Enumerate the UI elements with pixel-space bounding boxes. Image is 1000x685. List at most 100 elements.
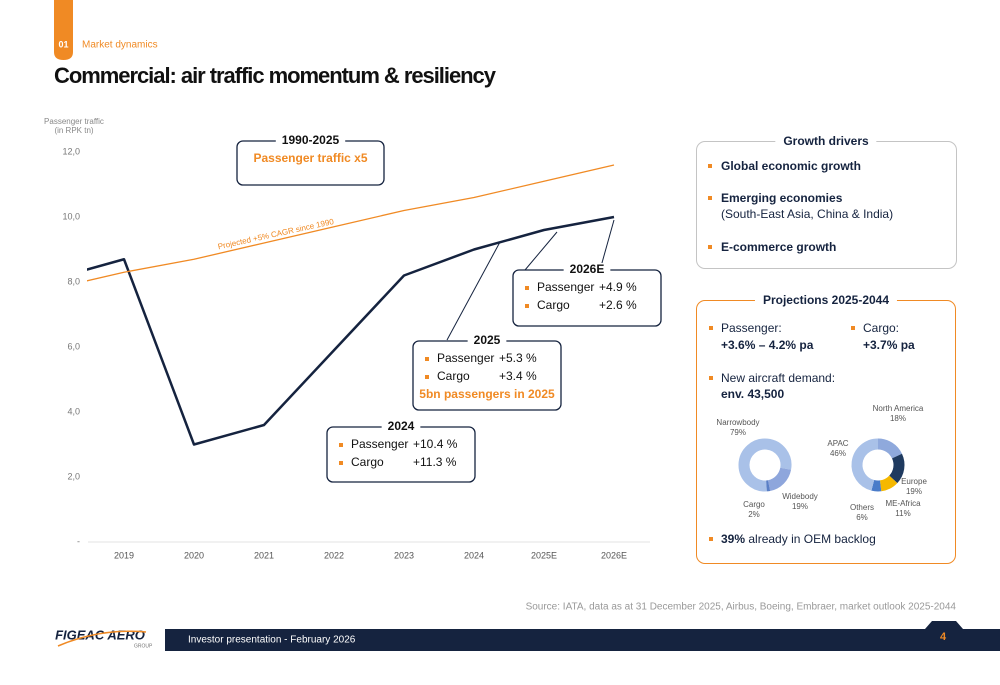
donut-value: 19% — [906, 487, 922, 496]
y-tick-label: - — [77, 536, 80, 546]
callout-title-bg — [563, 263, 611, 277]
callout-value: +10.4 % — [413, 437, 458, 451]
footer-text: Investor presentation - February 2026 — [188, 635, 356, 646]
bullet — [708, 196, 712, 200]
callout-label: Passenger — [437, 351, 494, 365]
donut-label: ME-Africa — [885, 499, 921, 508]
backlog: 39% already in OEM backlog — [721, 532, 876, 546]
callout-label: Passenger — [351, 437, 408, 451]
plot — [87, 164, 615, 446]
y-tick-label: 10,0 — [62, 211, 80, 221]
donut-label: APAC — [827, 439, 848, 448]
section-number: 01 — [58, 39, 68, 49]
pointer — [599, 219, 615, 271]
projections-title: Projections 2025-2044 — [754, 293, 898, 307]
bullet — [709, 376, 713, 380]
slide-title: Commercial: air traffic momentum & resil… — [54, 63, 497, 88]
series-label: Projected +5% CAGR since 1990 — [217, 217, 335, 251]
donut-segment — [877, 438, 902, 459]
donut-value: 11% — [895, 509, 910, 518]
donut-value: 19% — [792, 502, 808, 511]
y-tick-label: 8,0 — [67, 276, 80, 286]
projection-label: Passenger: — [721, 321, 782, 335]
driver-detail: (South-East Asia, China & India) — [721, 207, 894, 221]
pointer — [446, 241, 501, 341]
logo-swoosh — [57, 630, 147, 647]
y-axis-label: Passenger traffic — [44, 117, 104, 126]
projection-value: +3.6% – 4.2% pa — [721, 338, 814, 352]
driver: E-commerce growth — [721, 240, 837, 254]
page-number: 4 — [940, 631, 947, 643]
footer-band — [165, 621, 1000, 651]
y-axis-label: (in RPK tn) — [54, 126, 93, 135]
driver: Emerging economies — [721, 191, 843, 205]
series-line — [87, 215, 615, 446]
bullet — [525, 304, 529, 308]
x-tick-label: 2022 — [324, 550, 344, 560]
callout-title-bg — [381, 420, 421, 434]
x-tick-label: 2026E — [601, 550, 627, 560]
bullet — [425, 375, 429, 379]
callout-label: Cargo — [437, 369, 470, 383]
x-tick-label: 2020 — [184, 550, 204, 560]
projection-value: env. 43,500 — [721, 387, 785, 401]
callout-label: Cargo — [537, 298, 570, 312]
callout-value: +11.3 % — [413, 455, 457, 469]
series-line — [87, 164, 615, 282]
backlog-text: already in OEM backlog — [748, 532, 876, 546]
donut-label: Cargo — [743, 500, 765, 509]
bullet — [525, 286, 529, 290]
donut-value: 2% — [748, 510, 760, 519]
x-tick-label: 2024 — [464, 550, 484, 560]
source: Source: IATA, data as at 31 December 202… — [526, 602, 957, 613]
callout-box — [512, 269, 662, 327]
callout-value: +3.4 % — [499, 369, 537, 383]
driver: Global economic growth — [721, 159, 862, 173]
donut-segment — [738, 438, 792, 492]
projection-label: New aircraft demand: — [721, 371, 836, 385]
donut-segment — [879, 475, 898, 492]
bullet — [708, 164, 712, 168]
donut-value: 18% — [890, 414, 906, 423]
callout-value: +2.6 % — [599, 298, 637, 312]
callout-title-bg — [275, 134, 346, 148]
callout-value: +5.3 % — [499, 351, 537, 365]
donut-label: North America — [873, 404, 924, 413]
callout-note: 5bn passengers in 2025 — [419, 387, 555, 401]
logo: FIGEAC AERO — [55, 627, 145, 642]
donut-segment — [851, 438, 879, 491]
bullet — [708, 245, 712, 249]
donut-segment — [767, 467, 792, 491]
donut-label: Widebody — [782, 492, 818, 501]
callout-label: Cargo — [351, 455, 384, 469]
bullet — [339, 461, 343, 465]
donut-value: 46% — [830, 449, 846, 458]
donut-label: Narrowbody — [716, 418, 759, 427]
callout-title: 2024 — [388, 419, 415, 433]
x-tick-label: 2021 — [254, 550, 274, 560]
pointer — [524, 231, 558, 271]
projection-label: Cargo: — [863, 321, 900, 335]
donut-segment — [871, 479, 882, 492]
donut-value: 79% — [730, 428, 746, 437]
callout-title: 1990-2025 — [282, 133, 340, 147]
callout-value: +4.9 % — [599, 280, 637, 294]
bullet — [851, 326, 855, 330]
backlog-value: 39% — [721, 532, 746, 546]
section-tab — [54, 0, 73, 60]
bullet — [339, 443, 343, 447]
donut-value: 6% — [856, 513, 868, 522]
x-tick-label: 2023 — [394, 550, 414, 560]
x-tick-label: 2025E — [531, 550, 557, 560]
bullet — [709, 537, 713, 541]
bullet — [425, 357, 429, 361]
section-name: Market dynamics — [82, 40, 158, 51]
y-tick-label: 4,0 — [67, 406, 80, 416]
callout-note: Passenger traffic x5 — [253, 151, 367, 165]
callout-title-bg — [467, 334, 507, 348]
projection-value: +3.7% pa — [863, 338, 915, 352]
logo-sub: GROUP — [134, 643, 153, 649]
y-tick-label: 12,0 — [62, 146, 80, 156]
y-tick-label: 6,0 — [67, 341, 80, 351]
